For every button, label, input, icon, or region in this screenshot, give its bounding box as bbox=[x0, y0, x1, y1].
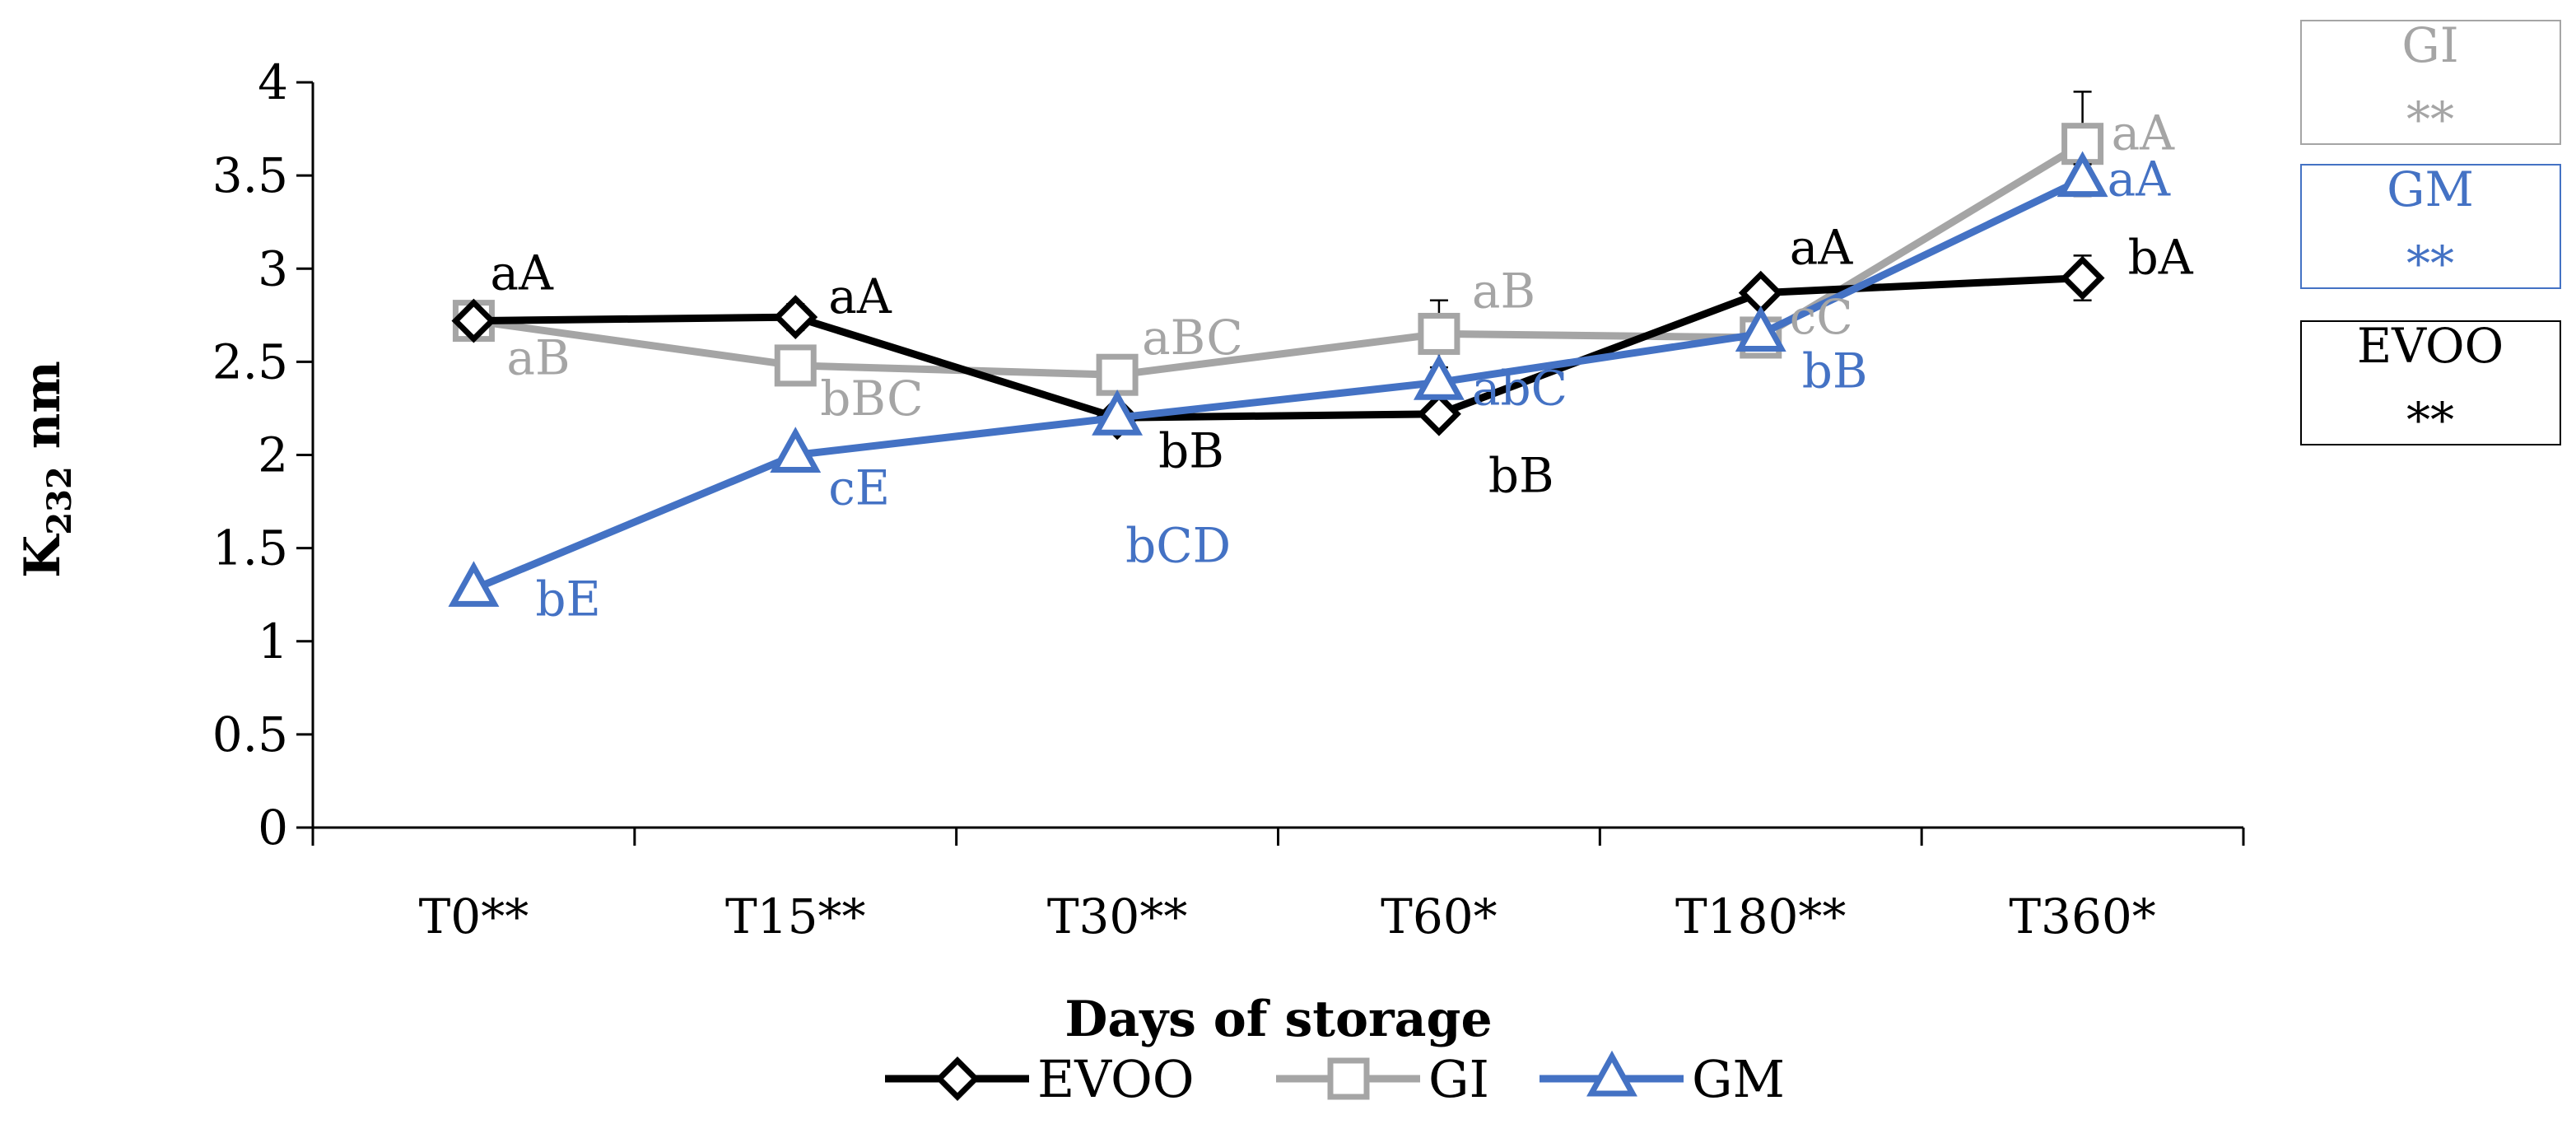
letter-label-gm: cE bbox=[828, 460, 890, 516]
side-box-name-evoo: EVOO bbox=[2357, 318, 2504, 374]
letter-label-gi: aA bbox=[2112, 105, 2176, 161]
side-box-evoo: EVOO ** bbox=[2300, 318, 2561, 448]
letter-label-evoo: bA bbox=[2128, 230, 2194, 286]
y-tick-label: 2 bbox=[258, 427, 288, 483]
letter-label-gm: bCD bbox=[1125, 517, 1231, 573]
series-line-evoo bbox=[473, 274, 2083, 422]
series-line-gm bbox=[472, 175, 2085, 593]
data-point-gm bbox=[2057, 151, 2108, 198]
x-tick-label: T180** bbox=[1675, 888, 1846, 944]
letter-label-gi: aB bbox=[1472, 263, 1535, 319]
side-box-stars-gm: ** bbox=[2406, 236, 2454, 291]
letter-label-gm: aA bbox=[2108, 152, 2172, 208]
legend-item-gi: GI bbox=[1276, 1049, 1489, 1109]
legend-marker-evoo bbox=[935, 1056, 980, 1101]
x-tick-label: T30** bbox=[1047, 888, 1188, 944]
y-axis-label-main: K bbox=[14, 534, 72, 578]
side-box-stars-gi: ** bbox=[2406, 91, 2454, 147]
letter-label-evoo: bB bbox=[1488, 448, 1554, 504]
legend-marker-gi bbox=[1327, 1057, 1370, 1100]
y-tick-label: 1 bbox=[258, 613, 288, 669]
legend-item-evoo: EVOO bbox=[885, 1049, 1195, 1109]
side-box-group: GI ** GM ** EVOO ** bbox=[2300, 17, 2561, 448]
x-axis-label: Days of storage bbox=[1064, 991, 1492, 1048]
legend-label-gm: GM bbox=[1692, 1049, 1785, 1109]
letter-label-gi: aBC bbox=[1142, 310, 1243, 366]
side-box-frame-gi bbox=[2300, 20, 2561, 145]
x-tick-group: T0** T15** T30** T60* T180** T360* bbox=[311, 828, 2245, 944]
legend: EVOO GI GM bbox=[885, 1049, 1785, 1109]
y-axis-label-unit: nm bbox=[14, 361, 72, 466]
letter-label-evoo: aA bbox=[1790, 220, 1854, 276]
data-point-evoo bbox=[773, 295, 818, 340]
y-tick-label: 3 bbox=[258, 240, 288, 296]
x-tick-label: T15** bbox=[725, 888, 866, 944]
side-box-frame-evoo bbox=[2300, 320, 2561, 445]
letter-label-gi: aB bbox=[506, 330, 570, 386]
data-point-gm bbox=[1413, 354, 1465, 400]
y-tick-label: 0 bbox=[258, 800, 288, 856]
side-box-frame-gm bbox=[2300, 164, 2561, 289]
x-tick-label: T360* bbox=[2009, 888, 2155, 944]
data-point-gi bbox=[1418, 312, 1460, 355]
y-tick-label: 3.5 bbox=[212, 147, 288, 203]
letter-label-gm: bE bbox=[535, 571, 600, 627]
data-point-gm bbox=[1735, 305, 1786, 352]
letter-label-evoo: aA bbox=[490, 245, 554, 301]
letter-label-evoo: aA bbox=[828, 268, 892, 324]
data-point-gi bbox=[774, 344, 817, 387]
legend-label-evoo: EVOO bbox=[1037, 1049, 1195, 1109]
y-tick-label: 1.5 bbox=[212, 520, 288, 576]
side-box-gi: GI ** bbox=[2300, 17, 2561, 147]
y-tick-group: 0 0.5 1 1.5 2 2.5 3 3.5 4 bbox=[212, 54, 313, 856]
y-axis-label-subscript: 232 bbox=[40, 466, 79, 535]
series-layer bbox=[448, 91, 2108, 607]
data-point-gm bbox=[1092, 389, 1144, 436]
side-box-gm: GM ** bbox=[2300, 161, 2561, 291]
data-point-gm bbox=[770, 427, 822, 473]
data-point-evoo bbox=[1416, 391, 1461, 436]
legend-label-gi: GI bbox=[1428, 1049, 1489, 1109]
y-tick-label: 2.5 bbox=[212, 333, 288, 389]
data-point-evoo bbox=[1738, 270, 1783, 315]
data-point-evoo bbox=[2060, 255, 2105, 301]
side-box-name-gm: GM bbox=[2387, 161, 2474, 217]
x-tick-label: T0** bbox=[419, 888, 529, 944]
letter-label-gm: abC bbox=[1472, 360, 1567, 416]
side-box-name-gi: GI bbox=[2401, 17, 2458, 73]
data-point-gi bbox=[1096, 353, 1139, 396]
letter-label-gi: cC bbox=[1790, 289, 1853, 345]
legend-marker-gm bbox=[1586, 1050, 1637, 1097]
letter-label-gi: bBC bbox=[820, 371, 923, 427]
y-tick-label: 4 bbox=[258, 54, 288, 110]
letter-label-evoo: bB bbox=[1158, 422, 1224, 478]
series-gm bbox=[448, 151, 2108, 607]
y-axis-label: K232 nm bbox=[14, 361, 79, 578]
data-point-gm bbox=[448, 561, 500, 607]
y-tick-label: 0.5 bbox=[212, 707, 288, 763]
x-tick-label: T60* bbox=[1381, 888, 1498, 944]
data-point-evoo bbox=[451, 298, 496, 343]
letter-label-gm: bB bbox=[1802, 343, 1868, 399]
legend-item-gm: GM bbox=[1540, 1049, 1785, 1109]
side-box-stars-evoo: ** bbox=[2406, 392, 2454, 448]
